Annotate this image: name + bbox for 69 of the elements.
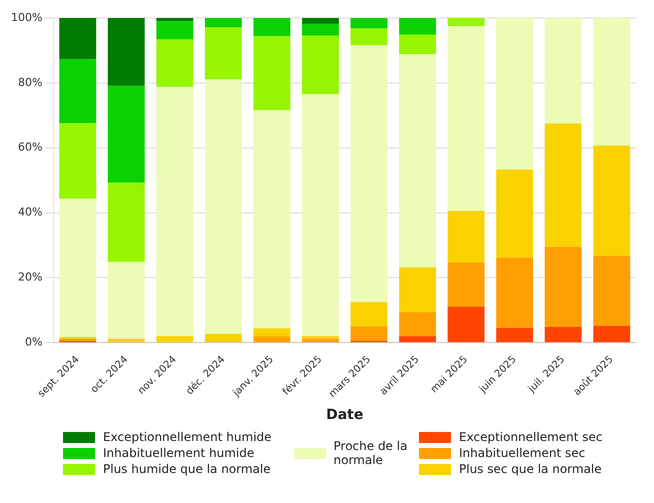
bar [399, 336, 436, 342]
bar [156, 21, 194, 40]
bar [302, 36, 339, 94]
bar [593, 326, 630, 342]
y-tick-label: 40% [18, 206, 42, 219]
legend-label: Proche de la normale [334, 439, 408, 467]
bar [593, 256, 630, 326]
bar [496, 18, 534, 170]
bar [350, 302, 388, 326]
y-tick-label: 0% [24, 336, 42, 349]
bar [448, 18, 485, 26]
bar [253, 336, 290, 342]
bar [108, 86, 145, 183]
legend-label: Inhabituellement sec [459, 446, 586, 460]
bar [253, 18, 290, 36]
bar [593, 18, 630, 146]
bar [59, 198, 96, 338]
y-tick-label: 60% [18, 140, 42, 154]
legend-label: Exceptionnellement sec [459, 430, 604, 444]
bar [350, 28, 388, 46]
bar [496, 258, 534, 328]
bar [253, 110, 290, 328]
bar [399, 54, 436, 268]
bar [204, 79, 242, 334]
bar [59, 59, 96, 124]
bar [156, 336, 194, 342]
bar [156, 86, 194, 336]
bar [448, 26, 485, 211]
x-axis-title: Date [326, 407, 364, 424]
bar [108, 262, 145, 339]
bar [448, 306, 485, 342]
bar [302, 336, 339, 339]
bar [108, 18, 145, 86]
bar [204, 18, 242, 28]
bar [350, 326, 388, 341]
bar [302, 94, 339, 336]
bar [448, 210, 485, 262]
bar [204, 334, 242, 342]
bar [399, 18, 436, 35]
y-tick-label: 100% [10, 10, 42, 24]
bar [544, 326, 582, 342]
legend-label: Exceptionnellement humide [103, 430, 273, 444]
bar [156, 39, 194, 87]
bar [399, 312, 436, 336]
bar [302, 18, 339, 24]
bar [350, 45, 388, 302]
bar [253, 328, 290, 336]
y-tick-label: 80% [18, 76, 42, 89]
legend-label: Plus sec que la normale [459, 462, 603, 476]
bar [496, 328, 534, 342]
bar [204, 27, 242, 80]
bar [156, 18, 194, 22]
legend-label: Inhabituellement humide [103, 446, 256, 460]
bar [544, 124, 582, 247]
bar [448, 262, 485, 307]
bar [59, 123, 96, 199]
bar [544, 18, 582, 124]
y-tick-label: 20% [18, 270, 42, 284]
bar [593, 146, 630, 256]
bar [253, 36, 290, 110]
legend-label: Plus humide que la normale [103, 462, 272, 476]
bar [399, 267, 436, 312]
bar [59, 18, 96, 60]
bar [350, 18, 388, 28]
bar [302, 24, 339, 36]
bar [496, 170, 534, 258]
bar [399, 34, 436, 54]
bar [108, 182, 145, 262]
bar [544, 246, 582, 327]
